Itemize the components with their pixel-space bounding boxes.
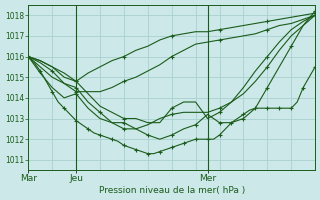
X-axis label: Pression niveau de la mer( hPa ): Pression niveau de la mer( hPa ) xyxy=(99,186,245,195)
